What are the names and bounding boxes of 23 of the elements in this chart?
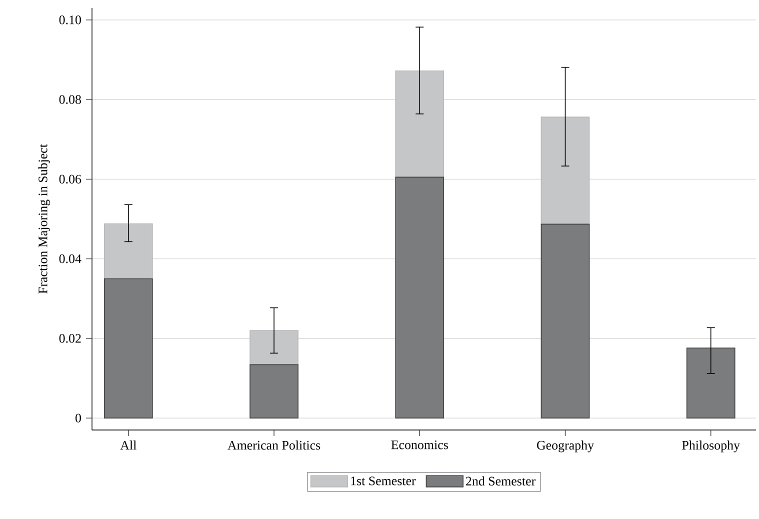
y-tick-label: 0.06: [59, 174, 82, 184]
bar: [395, 176, 444, 418]
bar: [686, 348, 736, 418]
y-tick-label: 0.04: [59, 254, 82, 264]
bar: [395, 70, 444, 178]
bar: [250, 364, 298, 418]
y-tick-label: 0: [76, 414, 81, 422]
bar: [104, 223, 153, 280]
legend-label: 1st Semester: [351, 476, 416, 486]
x-tick-label: American Politics: [228, 440, 320, 450]
y-tick-label: 0.08: [59, 95, 81, 104]
y-axis-title: Fraction Majoring in Subject: [38, 144, 50, 294]
bar: [250, 330, 298, 366]
bar: [540, 116, 590, 225]
y-tick-label: 0.02: [59, 334, 81, 343]
bar: [104, 278, 153, 418]
x-tick-label: Geography: [537, 440, 594, 452]
x-tick-label: All: [120, 440, 136, 450]
y-tick-label: 0.10: [59, 16, 81, 24]
x-tick-label: Economics: [391, 440, 448, 450]
x-tick-label: Philosophy: [682, 440, 740, 452]
bar: [540, 224, 590, 418]
legend-label: 2nd Semester: [466, 476, 536, 486]
